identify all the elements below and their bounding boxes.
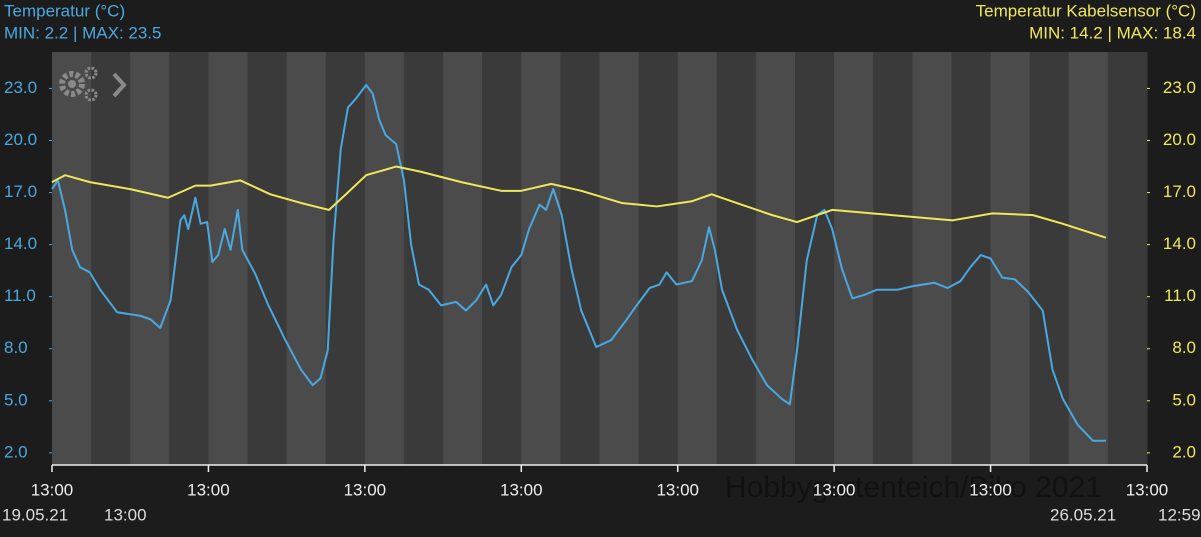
plot-stripe (795, 52, 835, 465)
expand-icon[interactable] (112, 72, 127, 98)
plot-stripe (443, 52, 483, 465)
x-tick-label: 13:00 (1126, 480, 1169, 499)
plot-stripe (599, 52, 640, 465)
y2-tick-label: 11.0 (1164, 286, 1196, 305)
plot-stripe (482, 52, 522, 465)
y-tick-label: 8.0 (4, 338, 28, 357)
y2-tick-label: 23.0 (1163, 78, 1196, 97)
end-date: 26.05.21 (1050, 505, 1116, 524)
y-tick-label: 23.0 (4, 78, 37, 97)
watermark: Hobbygartenteich/Biko 2021 (725, 471, 1102, 504)
plot-stripe (716, 52, 757, 465)
settings-icon[interactable] (59, 66, 98, 102)
plot-stripe (834, 52, 874, 465)
end-time: 12:59 (1158, 505, 1201, 524)
plot-stripe (873, 52, 913, 465)
right-series-title: Temperatur Kabelsensor (°C) (976, 1, 1196, 20)
plot-stripe (560, 52, 600, 465)
x-tick-label: 13:00 (969, 480, 1012, 499)
y-tick-label: 2.0 (4, 442, 28, 461)
x-tick-label: 13:00 (813, 480, 856, 499)
y-tick-label: 14.0 (4, 234, 37, 253)
plot-stripe (990, 52, 1031, 465)
plot-stripe (755, 52, 796, 465)
x-tick-label: 13:00 (500, 480, 543, 499)
series-line (51, 165, 1107, 239)
y2-tick-label: 17.0 (1163, 182, 1196, 201)
y-tick-label: 5.0 (4, 390, 28, 409)
y2-tick-label: 2.0 (1172, 442, 1196, 461)
y-tick-label: 17.0 (4, 182, 37, 201)
left-series-stats: MIN: 2.2 | MAX: 23.5 (4, 23, 161, 42)
plot-stripe (638, 52, 679, 465)
plot-stripe (286, 52, 327, 465)
plot-stripe (403, 52, 444, 465)
start-time: 13:00 (104, 505, 147, 524)
x-tick-label: 13:00 (656, 480, 699, 499)
y-tick-label: 20.0 (4, 130, 37, 149)
plot-stripe (1029, 52, 1070, 465)
left-series-title: Temperatur (°C) (4, 1, 125, 20)
y-tick-label: 11.0 (4, 286, 36, 305)
plot-stripe (1107, 52, 1148, 465)
x-tick-label: 13:00 (344, 480, 387, 499)
plot-stripe (951, 52, 992, 465)
plot-stripe (247, 52, 288, 465)
y2-tick-label: 20.0 (1163, 130, 1196, 149)
plot-stripe (52, 52, 92, 465)
plot-stripe (521, 52, 561, 465)
plot-stripe (364, 52, 405, 465)
plot-stripe (677, 52, 718, 465)
plot-stripe (130, 52, 170, 465)
plot-stripe (1068, 52, 1109, 465)
series-line (51, 83, 1106, 442)
x-tick-label: 13:00 (187, 480, 230, 499)
y2-tick-label: 8.0 (1172, 338, 1196, 357)
right-series-stats: MIN: 14.2 | MAX: 18.4 (1029, 23, 1196, 42)
x-tick-label: 13:00 (31, 480, 74, 499)
start-date: 19.05.21 (2, 505, 68, 524)
plot-stripe (912, 52, 952, 465)
plot-stripe (91, 52, 131, 465)
y2-tick-label: 14.0 (1163, 234, 1196, 253)
y2-tick-label: 5.0 (1172, 390, 1196, 409)
